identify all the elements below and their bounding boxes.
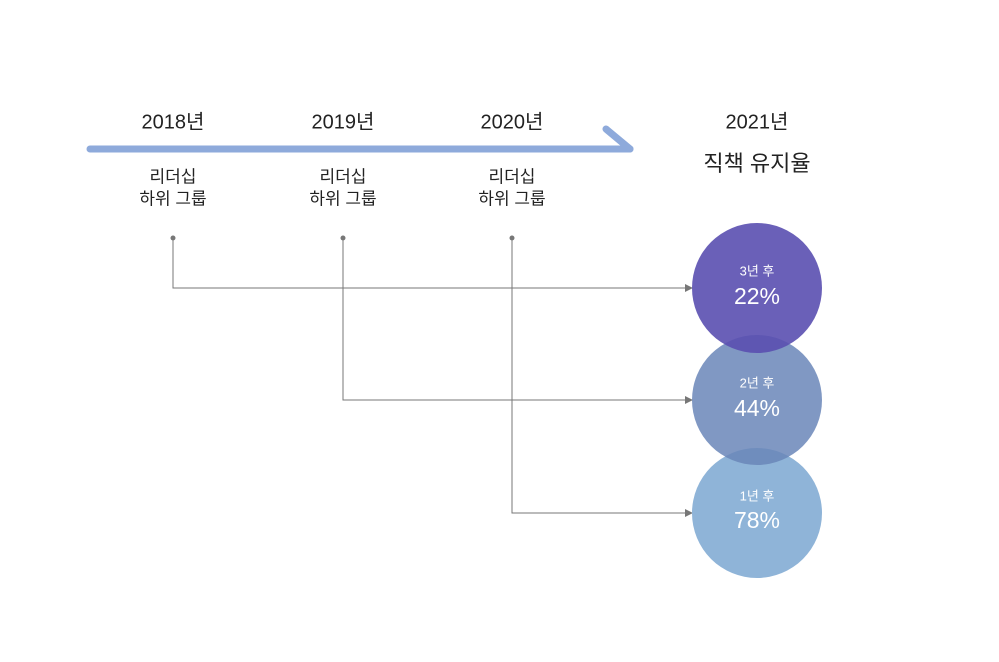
year-label: 2018년	[142, 110, 205, 133]
year-label: 2019년	[312, 110, 375, 133]
group-label: 하위 그룹	[139, 189, 206, 208]
circle-period: 3년 후	[740, 263, 775, 278]
circle	[692, 448, 822, 578]
year-label: 2020년	[481, 110, 544, 133]
group-label: 리더십	[150, 167, 197, 186]
timeline-arrow	[602, 125, 634, 153]
group-label: 리더십	[320, 167, 367, 186]
circle-period: 2년 후	[740, 375, 775, 390]
circle	[692, 335, 822, 465]
group-label: 리더십	[489, 167, 536, 186]
group-label: 하위 그룹	[478, 189, 545, 208]
circle-value: 78%	[734, 507, 780, 533]
circle	[692, 223, 822, 353]
year-label: 2021년	[726, 110, 789, 133]
group-label: 하위 그룹	[309, 189, 376, 208]
target-title: 직책 유지율	[703, 151, 810, 176]
circle-value: 44%	[734, 395, 780, 421]
circle-period: 1년 후	[740, 488, 775, 503]
connectors	[170, 235, 693, 517]
circle-value: 22%	[734, 283, 780, 309]
